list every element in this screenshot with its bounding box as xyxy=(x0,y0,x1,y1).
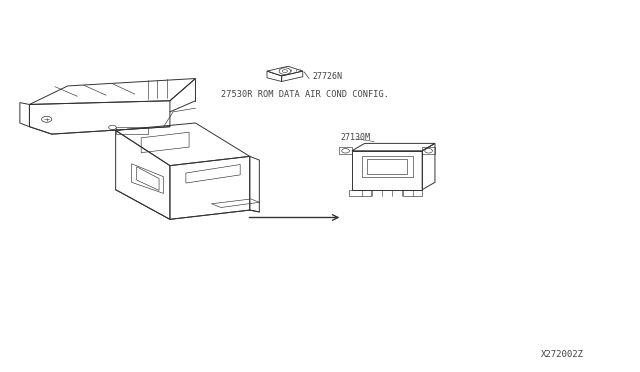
Text: 27130M: 27130M xyxy=(340,133,371,142)
Text: 27530R ROM DATA AIR COND CONFIG.: 27530R ROM DATA AIR COND CONFIG. xyxy=(221,90,389,99)
Text: X272002Z: X272002Z xyxy=(541,350,584,359)
Text: 27726N: 27726N xyxy=(312,72,342,81)
